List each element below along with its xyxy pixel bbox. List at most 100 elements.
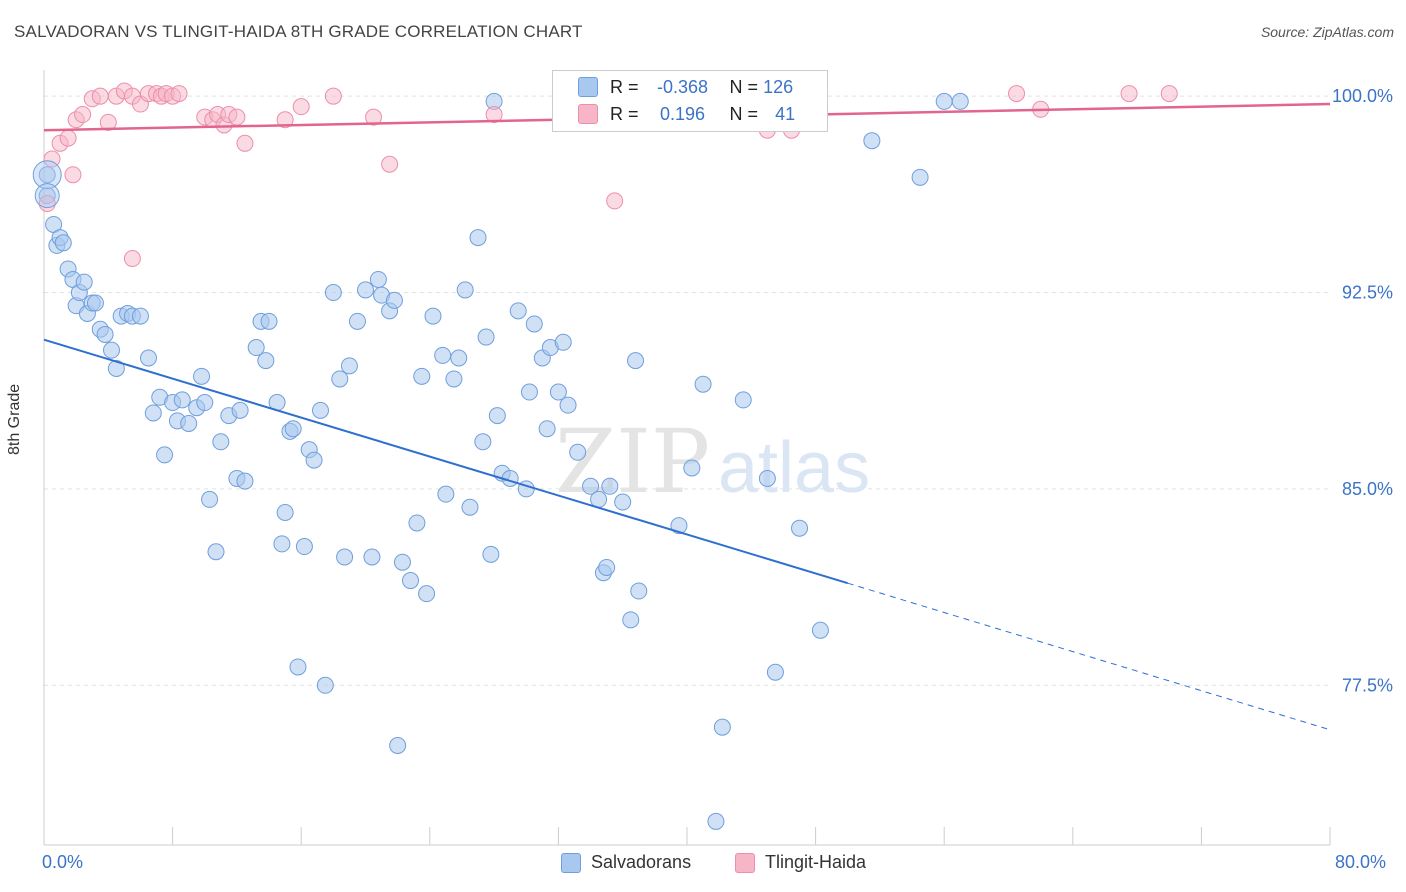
salvadorans-point	[196, 394, 214, 412]
salvadorans-point	[316, 676, 334, 694]
x-tick-min: 0.0%	[42, 852, 84, 872]
salvadorans-point	[456, 281, 474, 299]
tlingit-haida-point	[276, 111, 294, 129]
salvadorans-point	[273, 535, 291, 553]
salvadorans-trendline	[43, 338, 849, 585]
stats-legend-row-tlingit: R = 0.196 N = 41	[553, 101, 795, 127]
salvadorans-point	[734, 391, 752, 409]
salvadorans-point	[276, 503, 294, 521]
salvadorans-point	[445, 370, 463, 388]
tlingit-haida-point	[228, 108, 246, 126]
tlingit-haida-point	[485, 106, 503, 124]
salvadorans-point	[32, 160, 62, 190]
tlingit-r-value: 0.196	[660, 103, 706, 124]
salvadorans-point	[630, 582, 648, 600]
chart-title: SALVADORAN VS TLINGIT-HAIDA 8TH GRADE CO…	[14, 22, 583, 41]
salvadorans-point	[935, 92, 953, 110]
salvadorans-point	[601, 477, 619, 495]
legend-item-tlingit-haida: Tlingit-Haida	[735, 852, 866, 873]
salvadorans-point	[231, 401, 249, 419]
salvadorans-point	[75, 273, 93, 291]
salvadorans-point	[385, 291, 403, 309]
tlingit-haida-point	[606, 192, 624, 210]
legend-tlingit-haida-swatch	[735, 852, 755, 873]
y-tick-label: 77.5%	[1342, 675, 1393, 695]
salvadorans-point	[357, 281, 374, 299]
salvadorans-point	[284, 420, 302, 438]
y-tick-label: 85.0%	[1342, 479, 1393, 499]
salvadorans-point	[324, 284, 342, 302]
salvadorans-point	[437, 485, 455, 503]
salvadorans-point	[525, 315, 543, 333]
salvadorans-point	[348, 312, 366, 330]
legend-tlingit-haida-label: Tlingit-Haida	[765, 852, 867, 872]
tlingit-haida-point	[99, 113, 117, 131]
tlingit-haida-point	[38, 195, 56, 213]
tlingit-haida-point	[1120, 85, 1138, 103]
salvadorans-r-value: -0.368	[657, 76, 709, 97]
tlingit-haida-point	[381, 155, 399, 173]
salvadorans-point	[107, 359, 125, 377]
salvadorans-point	[295, 538, 313, 556]
salvadorans-point	[554, 333, 572, 351]
salvadorans-point	[207, 543, 225, 561]
salvadorans-point	[86, 294, 104, 312]
salvadorans-point	[713, 718, 731, 736]
tlingit-haida-point	[59, 129, 77, 147]
salvadorans-point	[369, 270, 387, 288]
salvadorans-point	[156, 446, 174, 464]
salvadorans-point	[34, 183, 60, 209]
tlingit-haida-point	[1008, 85, 1026, 103]
salvadorans-point	[951, 92, 969, 110]
salvadorans-point	[139, 349, 157, 367]
salvadorans-point	[911, 168, 929, 186]
salvadorans-point	[38, 166, 56, 184]
y-tick-label: 92.5%	[1342, 283, 1393, 303]
tlingit-haida-point	[324, 87, 342, 105]
salvadorans-point	[236, 472, 254, 490]
watermark-atlas: atlas	[718, 428, 870, 508]
tlingit-haida-point	[123, 250, 141, 268]
salvadorans-point	[257, 352, 275, 370]
r-label: R =	[610, 103, 639, 124]
tlingit-haida-point	[292, 98, 310, 116]
salvadorans-point	[424, 307, 442, 325]
salvadorans-point	[247, 339, 265, 357]
salvadorans-point	[54, 234, 72, 252]
salvadorans-point	[173, 391, 191, 409]
n-label: N =	[729, 103, 759, 124]
salvadorans-point	[103, 341, 121, 359]
tlingit-haida-point	[43, 150, 61, 168]
salvadorans-point	[96, 325, 114, 343]
x-tick-max: 80.0%	[1335, 852, 1387, 872]
salvadorans-point	[509, 302, 527, 320]
salvadorans-point	[389, 737, 407, 755]
stats-legend: R = -0.368 N = 126 R = 0.196 N = 41	[552, 70, 828, 132]
salvadorans-point	[707, 812, 725, 830]
salvadorans-point	[477, 328, 495, 346]
r-label: R =	[610, 76, 639, 97]
salvadorans-point	[598, 558, 616, 576]
salvadorans-point	[131, 307, 149, 325]
salvadorans-point	[289, 658, 307, 676]
tlingit-haida-point	[236, 134, 254, 152]
watermark-zip: ZIP	[555, 410, 710, 513]
salvadorans-point	[622, 611, 640, 629]
salvadorans-point	[450, 349, 468, 367]
salvadorans-point	[212, 433, 230, 451]
salvadorans-point	[336, 548, 354, 566]
tlingit-haida-point	[1160, 85, 1178, 103]
salvadorans-n-value: 126	[763, 76, 794, 97]
tlingit-haida-point	[91, 87, 109, 105]
salvadorans-point	[180, 414, 198, 432]
salvadorans-point	[559, 396, 577, 414]
legend-salvadorans-label: Salvadorans	[591, 852, 692, 872]
salvadorans-point	[549, 383, 567, 401]
salvadorans-point	[766, 663, 784, 681]
salvadorans-point	[461, 498, 479, 516]
salvadorans-point	[683, 459, 701, 477]
tlingit-haida-point	[64, 166, 82, 184]
salvadorans-point	[791, 519, 809, 537]
salvadorans-point	[331, 370, 349, 388]
